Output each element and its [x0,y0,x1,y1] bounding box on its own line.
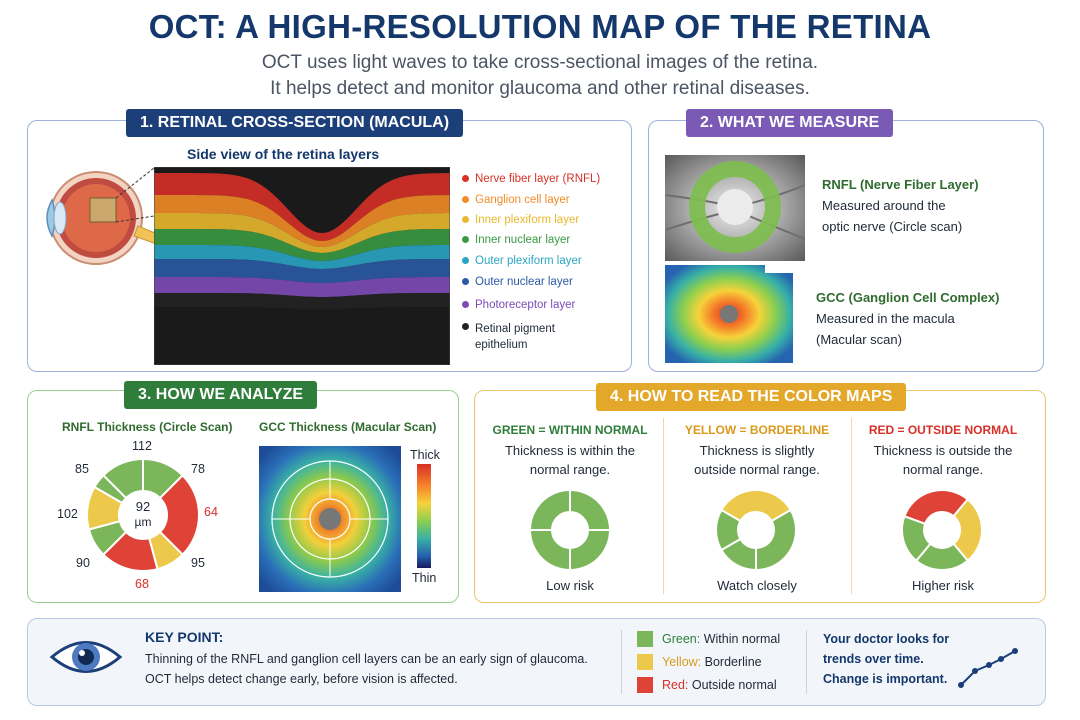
key-point-line1: Thinning of the RNFL and ganglion cell l… [145,652,588,666]
macular-scan-heatmap-image [665,265,793,363]
yellow-example-donut [715,489,797,572]
gcc-measure-title: GCC (Ganglion Cell Complex) [816,290,1000,305]
layer-dot-icon [462,175,469,183]
sector-value-bottom: 68 [135,577,149,591]
sector-value-top-left: 85 [75,462,89,476]
scale-thin-label: Thin [412,571,437,585]
eye-icon [49,641,123,673]
rnfl-measure-title: RNFL (Nerve Fiber Layer) [822,177,979,192]
legend-item-green: Green: Within normal [662,632,781,646]
legend-swatch-yellow [637,654,653,670]
sector-value-bottom-right: 95 [191,556,205,570]
rnfl-measure-line2: optic nerve (Circle scan) [822,219,963,234]
rnfl-center-value: 92 [135,499,151,514]
rnfl-sector-donut [86,457,200,572]
gcc-thickness-heatmap [259,446,401,592]
retina-layer-band [154,259,450,283]
retina-layers-scan [154,167,450,365]
subtitle-line-2: It helps detect and monitor glaucoma and… [270,78,810,99]
green-example-donut [528,488,612,572]
yellow-desc-line2: outside normal range. [694,462,820,477]
layer-label: Retinal pigment epithelium [462,321,565,353]
green-risk: Low risk [546,578,594,593]
optic-nerve-circle-scan-image [665,155,805,261]
retina-layer-band [154,195,450,247]
gcc-thickness-title: GCC Thickness (Macular Scan) [259,420,437,434]
key-point-footer [27,618,1046,706]
page-title: OCT: A HIGH-RESOLUTION MAP OF THE RETINA [148,8,932,45]
layer-dot-icon [462,257,469,265]
sector-value-top: 112 [132,439,152,453]
rnfl-center-unit: µm [134,515,152,529]
yellow-risk: Watch closely [717,578,797,593]
layer-label: Inner plexiform layer [462,214,579,226]
legend-swatch-green [637,631,653,647]
retina-layer-band [154,229,450,261]
retina-caption: Side view of the retina layers [187,146,380,162]
eye-anatomy-icon [46,167,163,265]
scale-thick-label: Thick [410,448,440,462]
retina-layer-band [154,213,450,253]
sector-value-right: 64 [204,505,218,519]
sector-value-bottom-left: 90 [76,556,90,570]
red-risk: Higher risk [911,578,975,593]
trend-chart-icon [958,648,1018,688]
legend-item-red: Red: Outside normal [662,678,777,692]
section4-tag: 4. HOW TO READ THE COLOR MAPS [596,383,907,411]
gcc-measure-line1: Measured in the macula [816,311,955,326]
layer-dot-icon [462,301,469,309]
red-example-donut [901,489,983,571]
gcc-measure-line2: (Macular scan) [816,332,902,347]
divider [663,418,664,594]
section2-tag: 2. WHAT WE MEASURE [686,109,894,137]
layer-label: Inner nuclear layer [462,234,570,246]
green-desc-line2: normal range. [529,462,611,477]
sector-value-left: 102 [57,507,78,521]
red-title: RED = OUTSIDE NORMAL [868,423,1018,437]
green-title: GREEN = WITHIN NORMAL [492,423,648,437]
trend-line2: trends over time. [823,652,924,666]
layer-label: Nerve fiber layer (RNFL) [462,173,600,185]
thickness-color-scale [417,464,431,568]
yellow-title: YELLOW = BORDERLINE [684,423,830,437]
trend-line1: Your doctor looks for [823,632,950,646]
retina-layer-band [154,173,450,241]
subtitle-line-1: OCT uses light waves to take cross-secti… [261,52,819,73]
layer-label: Photoreceptor layer [462,299,575,311]
red-desc-line2: normal range. [902,462,984,477]
red-desc-line1: Thickness is outside the [873,443,1013,458]
layer-dot-icon [462,216,469,224]
layer-dot-icon [462,196,469,204]
sector-value-top-right: 78 [191,462,205,476]
divider [621,630,622,694]
legend-item-yellow: Yellow: Borderline [662,655,762,669]
layer-dot-icon [462,278,469,286]
layer-label: Ganglion cell layer [462,194,570,206]
green-desc-line1: Thickness is within the [504,443,636,458]
trend-line3: Change is important. [823,672,948,686]
retina-layer-band [154,277,450,297]
retina-layer-band [154,293,450,309]
layer-dot-icon [462,323,469,331]
section1-tag: 1. RETINAL CROSS-SECTION (MACULA) [126,109,464,137]
legend-swatch-red [637,677,653,693]
key-point-title: KEY POINT: [145,629,224,645]
rnfl-measure-line1: Measured around the [822,198,946,213]
divider [806,630,807,694]
section3-tag: 3. HOW WE ANALYZE [124,381,318,409]
key-point-line2: OCT helps detect change early, before vi… [145,672,458,686]
retina-layer-band [154,245,450,269]
yellow-desc-line1: Thickness is slightly [699,443,815,458]
divider [851,418,852,594]
layer-label: Outer plexiform layer [462,255,582,267]
rnfl-thickness-title: RNFL Thickness (Circle Scan) [62,420,233,434]
layer-label: Outer nuclear layer [462,276,573,288]
layer-dot-icon [462,236,469,244]
